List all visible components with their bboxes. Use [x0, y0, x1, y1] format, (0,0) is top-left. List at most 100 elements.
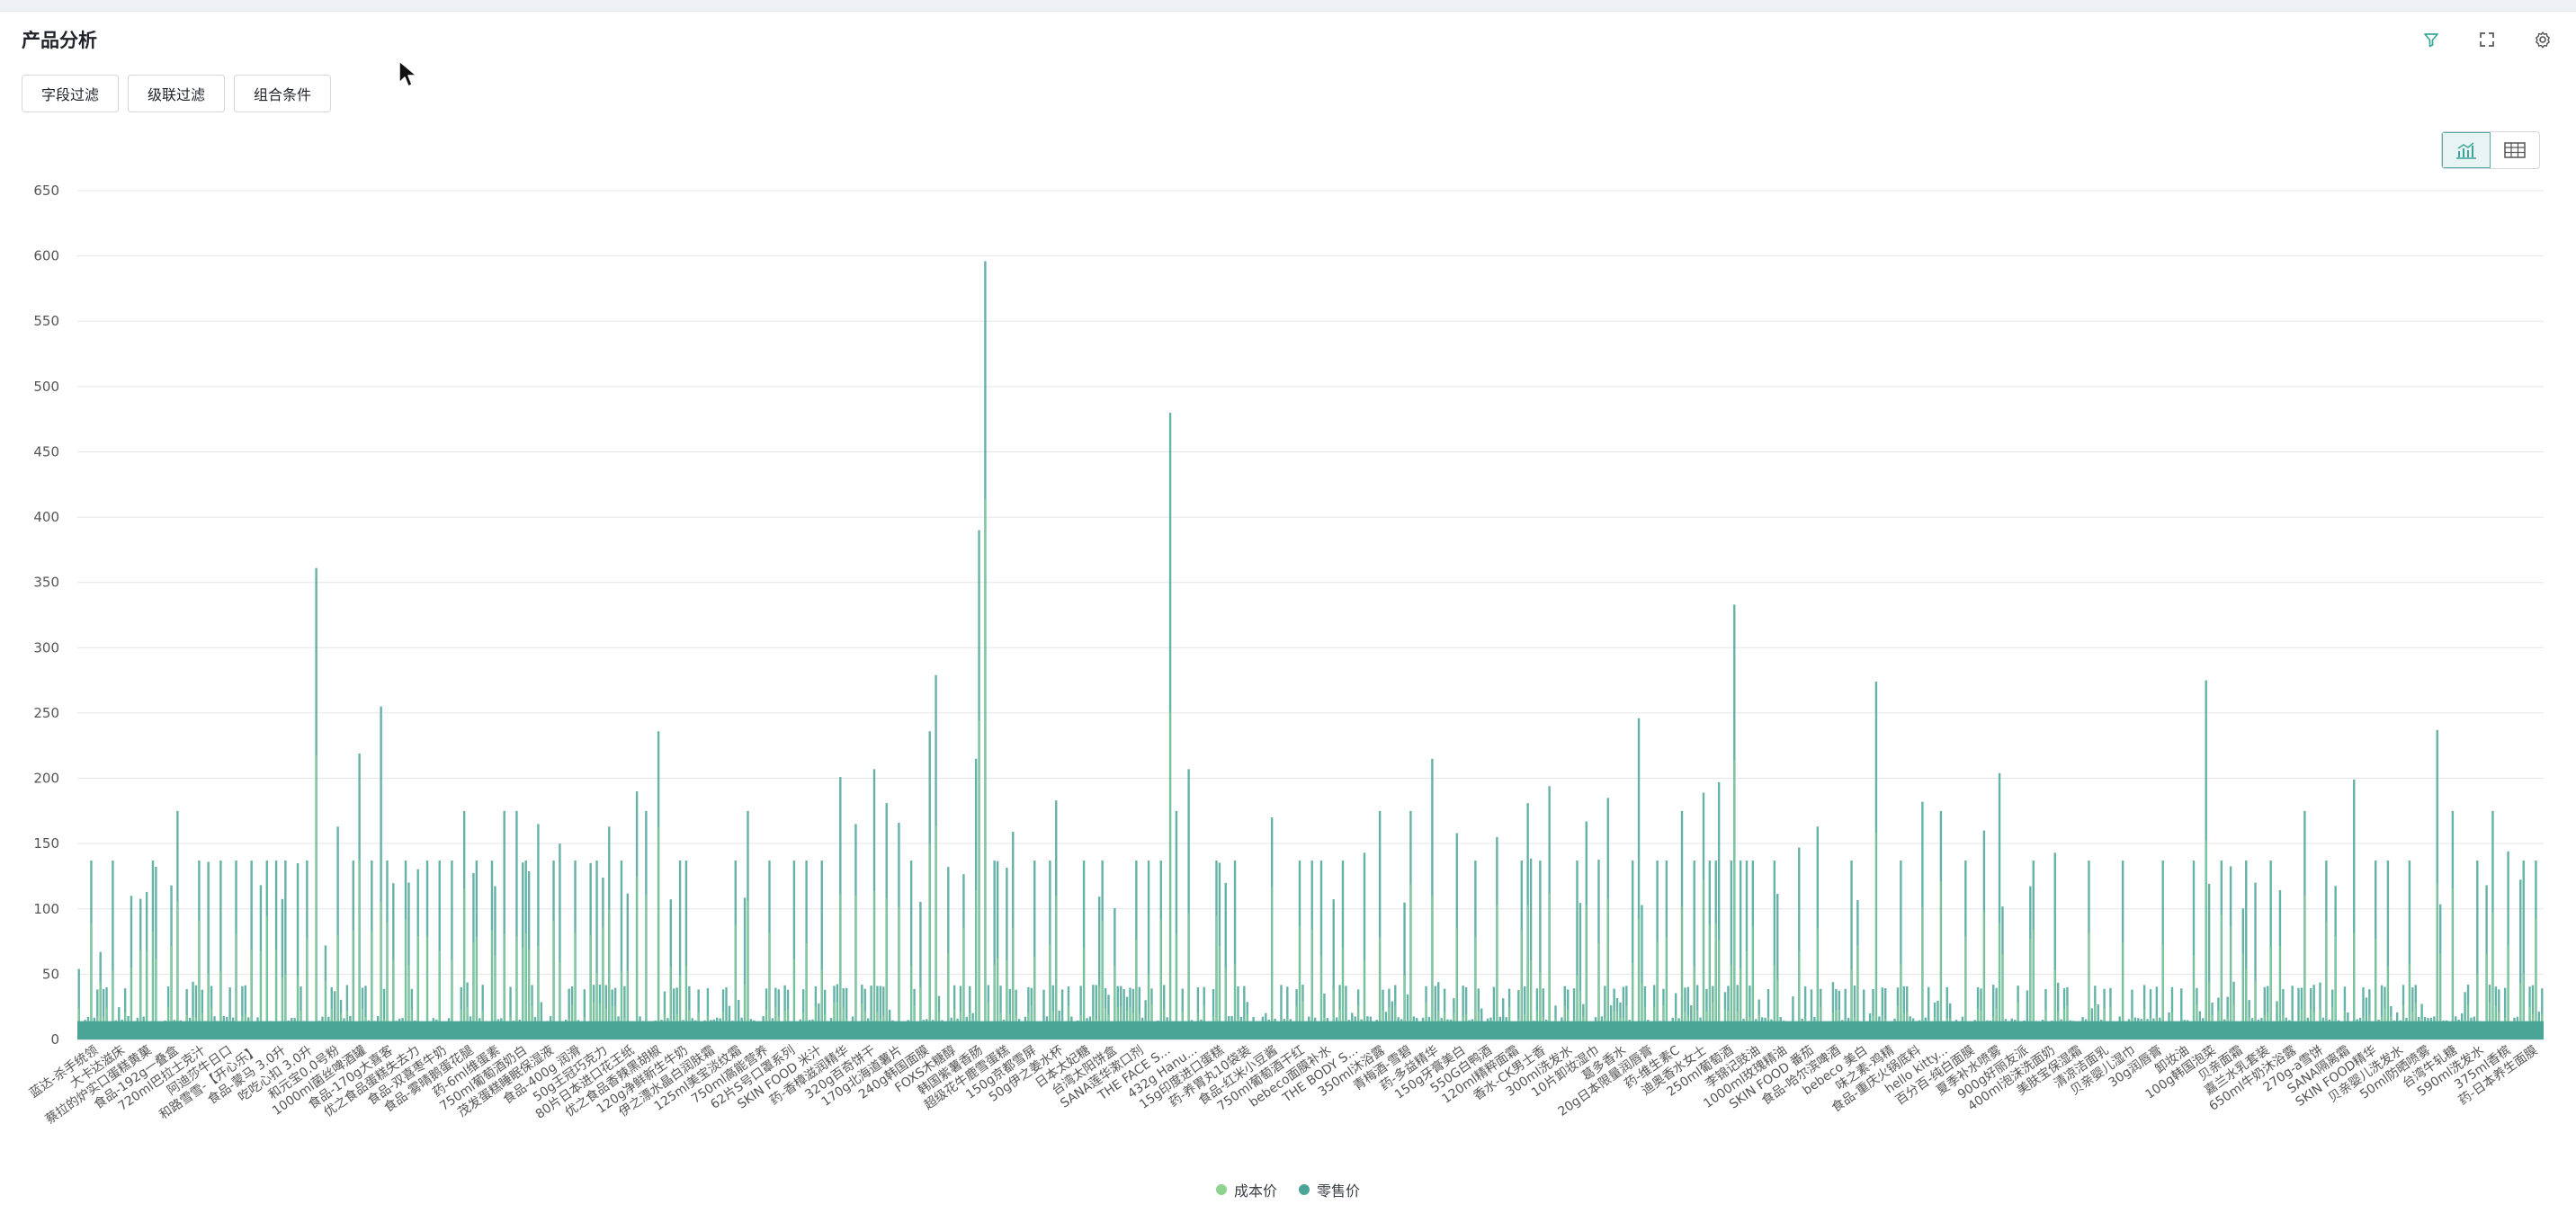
bar-cost: [2230, 925, 2232, 1039]
bar-retail: [1776, 894, 1779, 1039]
bar-retail: [1792, 996, 1794, 1039]
bar-retail: [725, 986, 728, 1039]
bar-cost: [1271, 887, 1273, 1039]
table-view-icon[interactable]: [2491, 132, 2539, 168]
bar-cost: [1521, 930, 1523, 1039]
bar-retail: [540, 1002, 543, 1039]
bar-retail: [673, 988, 675, 1039]
bar-cost: [1983, 912, 1985, 1039]
fullscreen-icon[interactable]: [2475, 28, 2499, 51]
bar-cost: [1456, 928, 1458, 1039]
bar-cost: [1607, 898, 1609, 1039]
bar-retail: [1233, 861, 1237, 1039]
chart-view-icon[interactable]: [2442, 132, 2491, 168]
settings-icon[interactable]: [2531, 28, 2554, 51]
bar-retail: [380, 706, 382, 1039]
bar-cost: [910, 965, 912, 1039]
filter-bar: 字段过滤 级联过滤 组合条件: [22, 75, 332, 112]
bar-cost: [2001, 953, 2003, 1039]
bar-retail: [2380, 985, 2384, 1039]
cascade-filter-button[interactable]: 级联过滤: [128, 75, 226, 112]
bar-retail: [1928, 986, 1930, 1039]
filter-icon[interactable]: [2419, 28, 2443, 51]
bar-retail: [241, 986, 244, 1039]
bar-cost: [1049, 944, 1051, 1039]
bar-cost: [297, 975, 299, 1039]
bar-retail: [1863, 989, 1865, 1039]
bar-retail: [743, 897, 747, 1039]
bar-cost: [1012, 927, 1014, 1039]
bar-cost: [90, 923, 92, 1039]
bar-cost: [552, 920, 555, 1039]
bar-retail: [1998, 772, 2001, 1039]
bar-cost: [1774, 964, 1775, 1039]
bar-retail: [284, 861, 287, 1039]
bar-retail: [1637, 718, 1641, 1039]
bar-retail: [2254, 882, 2257, 1039]
bar-cost: [1964, 936, 1966, 1039]
bar-cost: [2122, 942, 2124, 1039]
bar-retail: [1850, 861, 1853, 1039]
bar-retail: [364, 986, 367, 1039]
bar-retail: [228, 987, 231, 1039]
bar-retail: [2180, 988, 2183, 1039]
bar-cost: [306, 938, 308, 1039]
bar-retail: [1900, 861, 1902, 1039]
bar-cost: [2325, 922, 2327, 1039]
bar-retail: [219, 861, 222, 1039]
bar-cost: [176, 902, 178, 1039]
bar-cost: [491, 930, 493, 1039]
bar-cost: [1215, 915, 1217, 1039]
bar-cost: [2387, 966, 2389, 1039]
bar-cost: [1817, 928, 1819, 1039]
bar-retail: [1098, 896, 1101, 1039]
bar-retail: [1079, 986, 1082, 1039]
y-tick-label: 300: [33, 639, 59, 656]
bar-cost: [504, 933, 505, 1039]
bar-retail: [194, 985, 198, 1039]
bar-cost: [1342, 948, 1344, 1039]
bar-retail: [1641, 905, 1643, 1039]
bar-cost: [574, 932, 577, 1039]
y-tick-label: 400: [33, 509, 59, 525]
bar-retail: [882, 986, 885, 1039]
bar-retail: [438, 861, 441, 1039]
bar-cost: [2193, 955, 2195, 1039]
bar-cost: [2334, 936, 2337, 1039]
legend-item-cost[interactable]: 成本价: [1215, 1179, 1277, 1200]
legend-item-retail[interactable]: 零售价: [1299, 1179, 1360, 1200]
bar-cost: [152, 931, 154, 1039]
bar-retail: [2245, 861, 2248, 1039]
field-filter-button[interactable]: 字段过滤: [22, 75, 120, 112]
bar-retail: [1378, 810, 1382, 1039]
bar-cost: [1160, 920, 1162, 1039]
bar-retail: [2026, 990, 2029, 1039]
bar-cost: [336, 934, 339, 1039]
series-retail: [77, 261, 2544, 1039]
bar-retail: [1462, 986, 1464, 1039]
bar-retail: [2312, 985, 2315, 1039]
bar-cost: [2033, 929, 2035, 1039]
bar-retail: [1092, 985, 1095, 1039]
bar-cost: [1548, 893, 1551, 1039]
bar-retail: [1631, 861, 1634, 1039]
y-tick-label: 250: [33, 705, 59, 721]
bar-cost: [1006, 959, 1007, 1039]
bar-cost: [1425, 1002, 1427, 1039]
series-cost: [78, 498, 2543, 1039]
bar-cost: [1715, 923, 1717, 1039]
bar-cost: [1431, 896, 1433, 1039]
bar-cost: [1666, 937, 1668, 1039]
bar-cost: [962, 927, 964, 1039]
bar-cost: [476, 936, 478, 1039]
bar-cost: [1496, 905, 1498, 1039]
bar-cost: [2353, 932, 2355, 1039]
bar-cost: [805, 942, 808, 1039]
bar-retail: [1693, 861, 1695, 1039]
bar-retail: [1363, 852, 1366, 1039]
bar-retail: [1406, 994, 1409, 1039]
y-tick-label: 0: [50, 1031, 59, 1048]
bar-retail: [777, 989, 780, 1039]
combo-condition-button[interactable]: 组合条件: [234, 75, 332, 112]
bar-retail: [1323, 993, 1326, 1039]
